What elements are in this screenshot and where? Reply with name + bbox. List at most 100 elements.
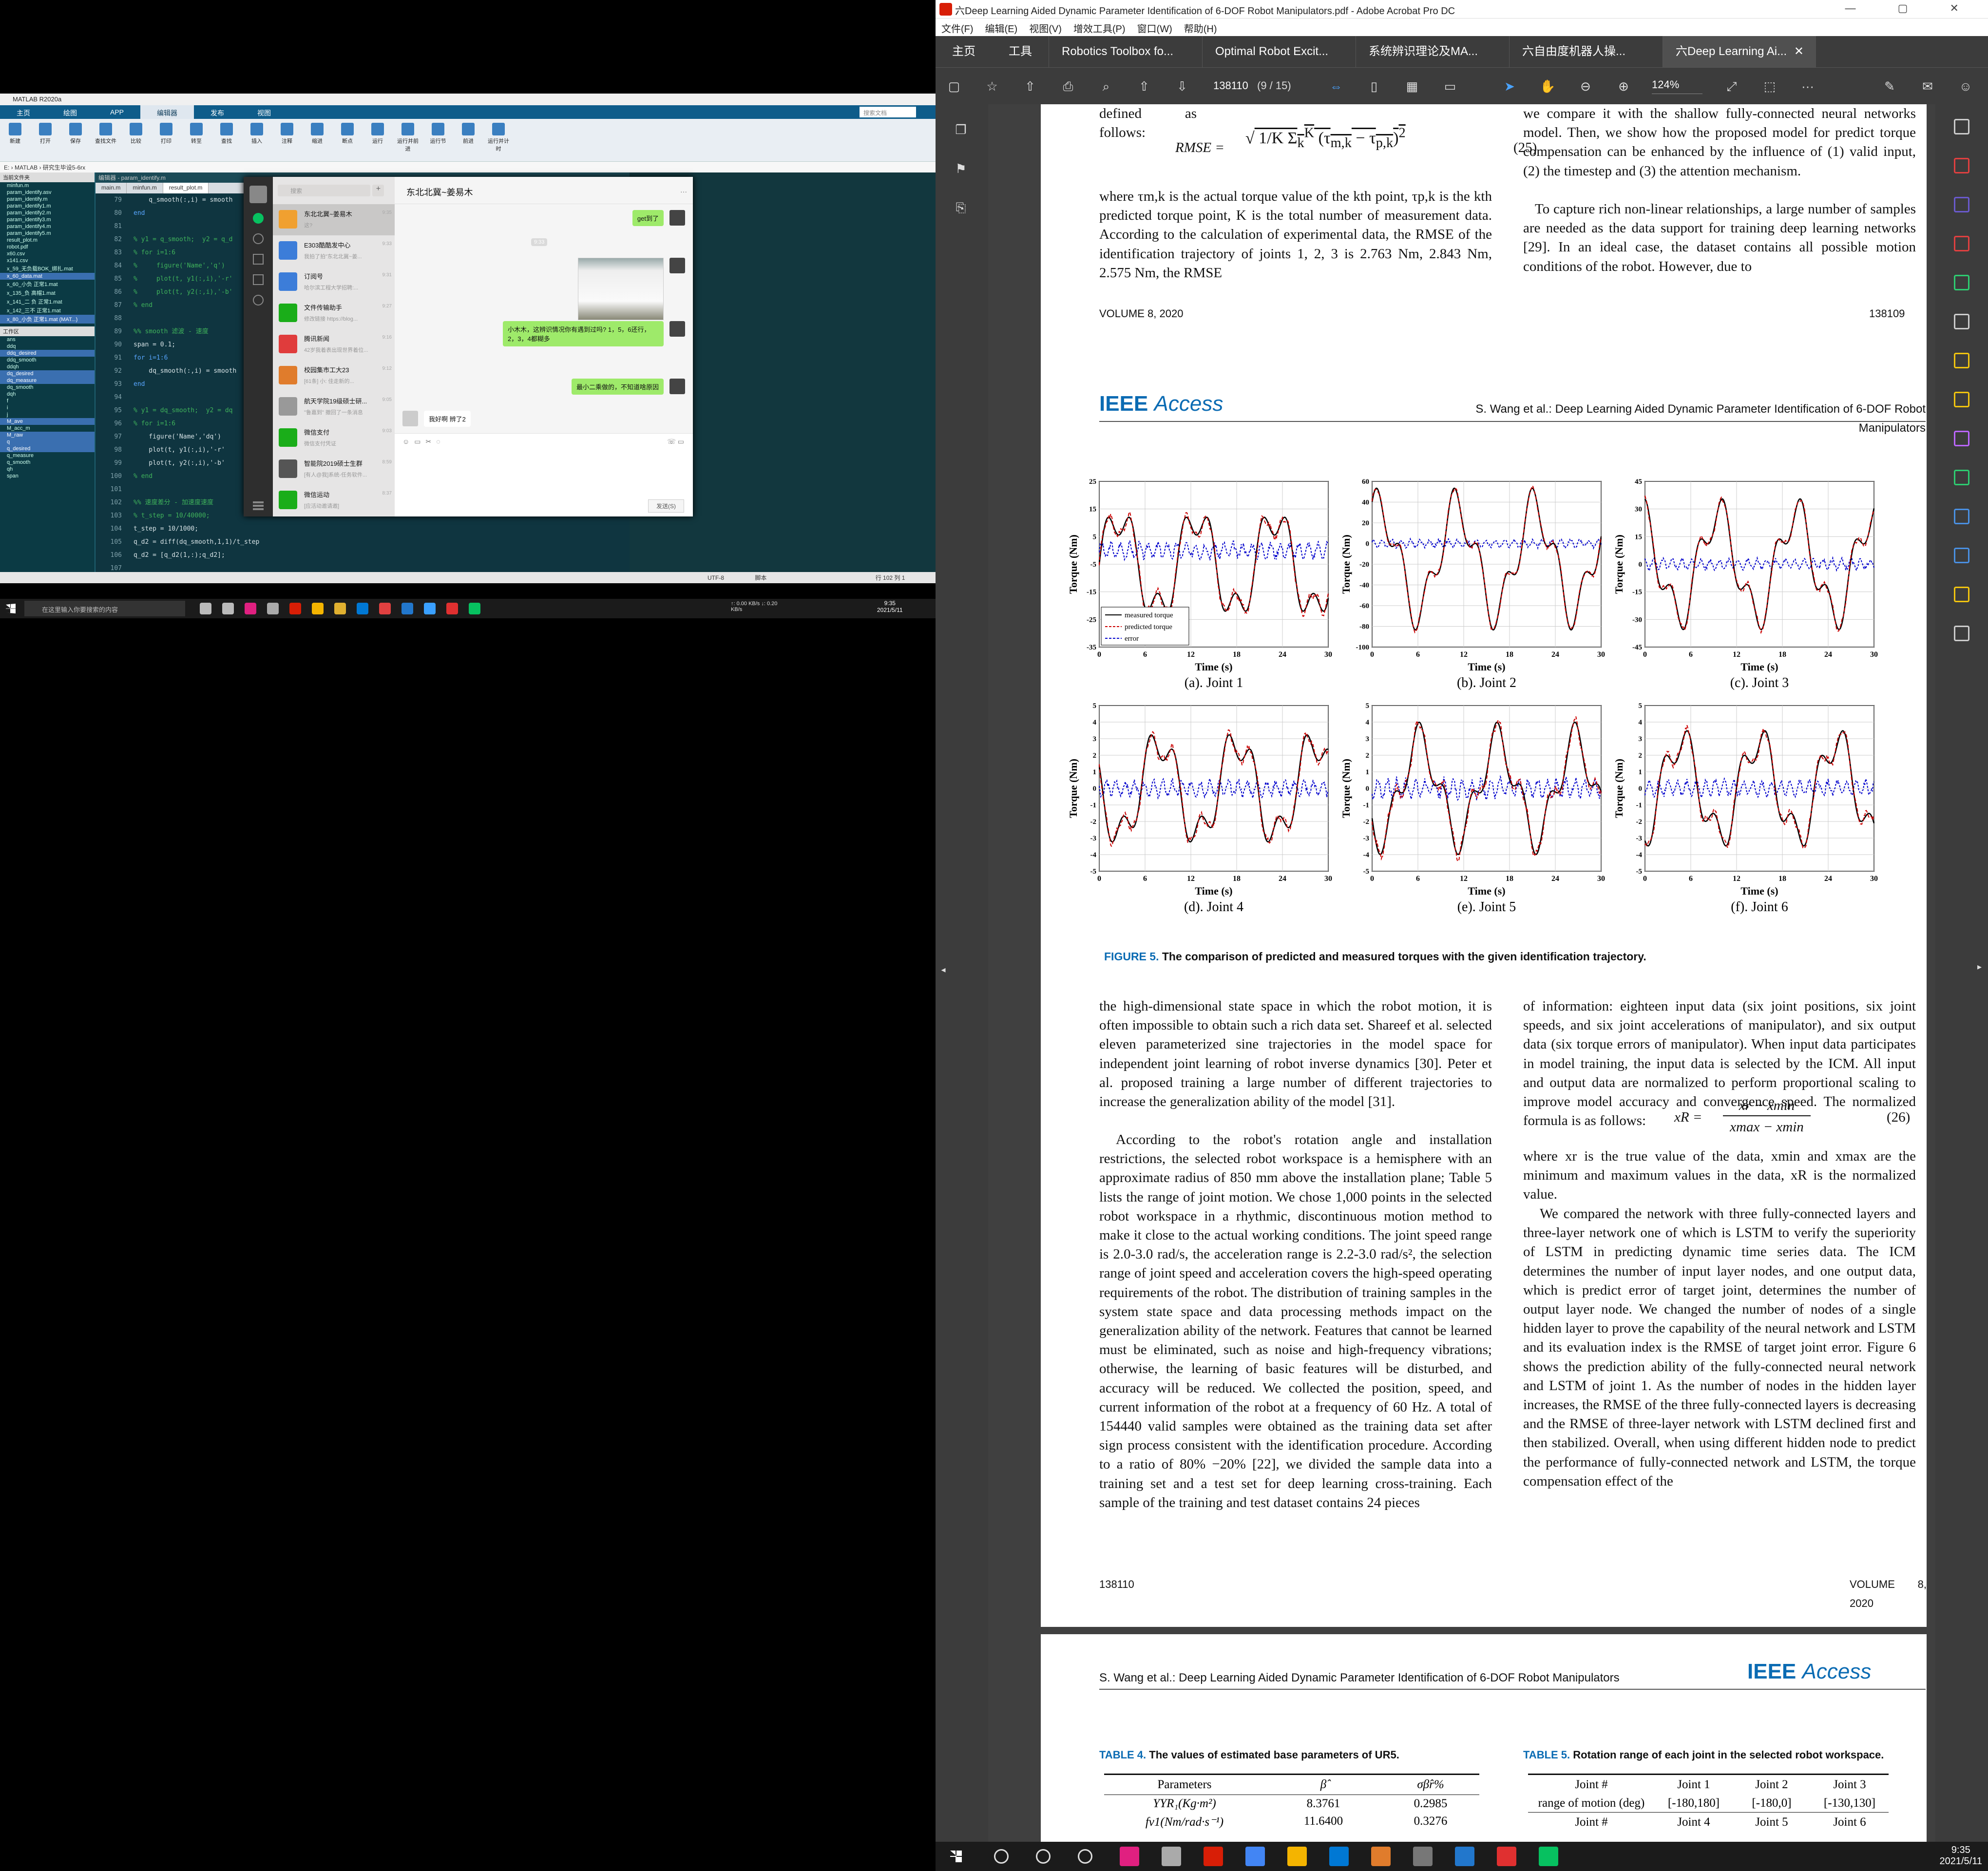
workspace-variable[interactable]: q bbox=[0, 439, 95, 445]
file-item[interactable]: x60.csv bbox=[7, 251, 25, 257]
workspace-variable[interactable]: q_desired bbox=[0, 445, 95, 452]
doc-tab[interactable]: Robotics Toolbox fo... bbox=[1049, 36, 1202, 67]
taskbar-app-icon[interactable] bbox=[289, 603, 301, 614]
taskbar-app-icon[interactable] bbox=[245, 603, 256, 614]
file-item[interactable]: x141.csv bbox=[7, 258, 28, 264]
workspace-variable[interactable]: q_smooth bbox=[7, 459, 31, 465]
taskbar-app-icon[interactable] bbox=[334, 603, 346, 614]
workspace-variable[interactable]: f bbox=[7, 398, 9, 404]
windows-start-icon[interactable] bbox=[6, 604, 16, 613]
ribbon-button[interactable]: 运行 bbox=[366, 123, 389, 145]
workspace-variable[interactable]: dq_desired bbox=[0, 370, 95, 377]
contact-item[interactable]: 航天学院19级硕士研... "鲁嘉到" 撤回了一条消息 9:05 bbox=[273, 391, 395, 422]
ribbon-button[interactable]: 比较 bbox=[125, 123, 147, 145]
file-item[interactable]: x_59_无负载BOK_绑扎.mat bbox=[7, 266, 73, 272]
tool-icon[interactable] bbox=[1954, 587, 1969, 602]
zoom-in-icon[interactable]: ⊕ bbox=[1618, 79, 1629, 94]
save-icon[interactable]: ▢ bbox=[948, 79, 960, 94]
workspace-variable[interactable]: M_acc_m bbox=[7, 425, 30, 431]
taskbar-app-icon[interactable] bbox=[267, 603, 279, 614]
workspace-variable[interactable]: i bbox=[7, 405, 8, 411]
next-page-icon[interactable]: ⇩ bbox=[1177, 79, 1187, 94]
page-thumbnails-icon[interactable]: ❐ bbox=[955, 122, 967, 137]
tool-icon[interactable] bbox=[1954, 509, 1969, 524]
tab-view[interactable]: 视图 bbox=[257, 109, 271, 117]
taskbar-app-icon[interactable] bbox=[357, 603, 368, 614]
menu-window[interactable]: 窗口(W) bbox=[1137, 24, 1172, 35]
upload-icon[interactable]: ⇧ bbox=[1025, 79, 1035, 94]
tool-icon[interactable] bbox=[1954, 626, 1969, 641]
file-item[interactable]: x_60_data.mat bbox=[0, 273, 95, 280]
tab-tools[interactable]: 工具 bbox=[1009, 45, 1032, 58]
ribbon-button[interactable]: 断点 bbox=[336, 123, 359, 145]
taskbar-app-icon[interactable] bbox=[1036, 1849, 1051, 1864]
zoom-out-icon[interactable]: ⊖ bbox=[1580, 79, 1591, 94]
editor-tab[interactable]: main.m bbox=[96, 183, 127, 193]
bookmarks-icon[interactable]: ⚑ bbox=[955, 161, 967, 176]
workspace-variable[interactable]: span bbox=[7, 473, 19, 479]
sign-icon[interactable]: ✎ bbox=[1884, 79, 1895, 94]
file-item[interactable]: minfun.m bbox=[7, 183, 29, 189]
moments-icon[interactable] bbox=[253, 295, 264, 305]
ribbon-button[interactable]: 运行并前进 bbox=[397, 123, 419, 153]
tool-icon[interactable] bbox=[1954, 431, 1969, 446]
file-item[interactable]: param_identify4.m bbox=[7, 224, 51, 229]
window-controls[interactable]: — ▢ ✕ bbox=[1845, 2, 1978, 14]
ribbon-button[interactable]: 插入 bbox=[246, 123, 268, 145]
ribbon-button[interactable]: 保存 bbox=[64, 123, 87, 145]
doc-tab[interactable]: 六自由度机器人操... bbox=[1509, 36, 1663, 67]
workspace-variable[interactable]: ddq_smooth bbox=[7, 357, 37, 363]
editor-tab[interactable]: minfun.m bbox=[127, 183, 163, 193]
taskbar-app-icon[interactable] bbox=[424, 603, 436, 614]
taskbar-app-icon[interactable] bbox=[446, 603, 458, 614]
workspace-variable[interactable]: q_measure bbox=[7, 453, 34, 458]
attachments-icon[interactable]: ⎘ bbox=[956, 200, 966, 215]
contact-item[interactable]: 智能院2019硕士生群 [有人@我]系统-任务软件... 8:59 bbox=[273, 454, 395, 485]
menu-help[interactable]: 帮助(H) bbox=[1184, 24, 1217, 35]
tool-icon[interactable] bbox=[1954, 548, 1969, 563]
hand-tool-icon[interactable]: ✋ bbox=[1540, 79, 1556, 94]
tool-icon[interactable] bbox=[1954, 236, 1969, 251]
files-icon[interactable] bbox=[253, 274, 264, 285]
ribbon-button[interactable]: 打开 bbox=[34, 123, 57, 145]
taskbar-app-icon[interactable] bbox=[469, 603, 480, 614]
taskbar-app-icon[interactable] bbox=[200, 603, 211, 614]
file-item[interactable]: param_identify2.m bbox=[7, 210, 51, 216]
workspace-variable[interactable]: j bbox=[7, 412, 8, 418]
send-button[interactable]: 发送(S) bbox=[648, 499, 684, 513]
read-mode-icon[interactable]: ▭ bbox=[1444, 79, 1456, 94]
doc-tab[interactable]: Optimal Robot Excit... bbox=[1202, 36, 1356, 67]
contacts-icon[interactable] bbox=[253, 233, 264, 244]
collapse-left-icon[interactable]: ◂ bbox=[941, 965, 946, 974]
file-item[interactable]: param_identify3.m bbox=[7, 217, 51, 223]
message-bubble[interactable]: get到了 bbox=[632, 210, 664, 226]
image-message[interactable] bbox=[578, 258, 664, 320]
doc-tab[interactable]: 系统辨识理论及MA... bbox=[1356, 36, 1509, 67]
scissors-icon[interactable]: ✂ bbox=[425, 438, 437, 445]
workspace-variable[interactable]: dq_smooth bbox=[7, 384, 34, 390]
tab-apps[interactable]: APP bbox=[110, 108, 124, 116]
contact-item[interactable]: 订阅号 哈尔滨工程大学招聘:... 9:31 bbox=[273, 267, 395, 298]
file-item[interactable]: x_60_小负 正常1.mat bbox=[7, 282, 58, 287]
add-user-icon[interactable]: ☺ bbox=[1959, 79, 1972, 94]
mail-icon[interactable]: ✉ bbox=[1922, 79, 1933, 94]
message-input[interactable]: ☺▭✂◌ ☏ ▭ 发送(S) bbox=[395, 433, 693, 516]
file-item[interactable]: x_142_三不 正常1.mat bbox=[7, 308, 61, 314]
tool-icon[interactable] bbox=[1954, 392, 1969, 407]
tab-home[interactable]: 主页 bbox=[17, 109, 30, 117]
add-chat-icon[interactable]: + bbox=[372, 185, 384, 196]
fit-page-icon[interactable]: ⤢ bbox=[1726, 79, 1737, 94]
tool-icon[interactable] bbox=[1954, 119, 1969, 134]
taskbar-app-icon[interactable] bbox=[1497, 1847, 1516, 1866]
taskbar-app-icon[interactable] bbox=[222, 603, 234, 614]
matlab-address-bar[interactable]: E: › MATLAB › 研究生毕设5-6rx bbox=[0, 162, 936, 172]
menu-icon[interactable] bbox=[253, 505, 264, 507]
marquee-icon[interactable]: ⬚ bbox=[1763, 79, 1776, 94]
menu-plugins[interactable]: 增效工具(P) bbox=[1073, 24, 1126, 35]
menu-edit[interactable]: 编辑(E) bbox=[985, 24, 1018, 35]
zoom-search-icon[interactable]: ⌕ bbox=[1102, 79, 1110, 94]
file-item[interactable]: param_identify1.m bbox=[7, 203, 51, 209]
taskbar-app-icon[interactable] bbox=[1287, 1847, 1307, 1866]
ribbon-button[interactable]: 缩进 bbox=[306, 123, 328, 145]
ribbon-button[interactable]: 运行节 bbox=[427, 123, 449, 145]
